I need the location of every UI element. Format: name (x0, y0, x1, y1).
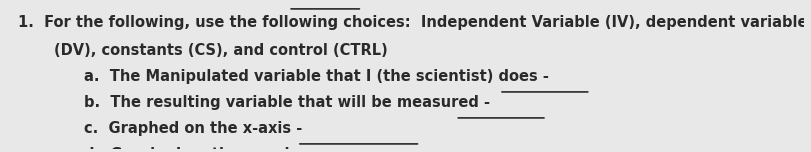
Text: 1.  For the following, use the following choices:  Independent Variable (IV), de: 1. For the following, use the following … (18, 15, 806, 30)
Text: d.  Graphed on the y- axis -: d. Graphed on the y- axis - (84, 147, 309, 152)
Text: a.  The Manipulated variable that I (the scientist) does -: a. The Manipulated variable that I (the … (84, 69, 548, 84)
Text: (DV), constants (CS), and control (CTRL): (DV), constants (CS), and control (CTRL) (54, 43, 388, 58)
Text: c.  Graphed on the x-axis -: c. Graphed on the x-axis - (84, 121, 302, 136)
Text: b.  The resulting variable that will be measured -: b. The resulting variable that will be m… (84, 95, 489, 110)
